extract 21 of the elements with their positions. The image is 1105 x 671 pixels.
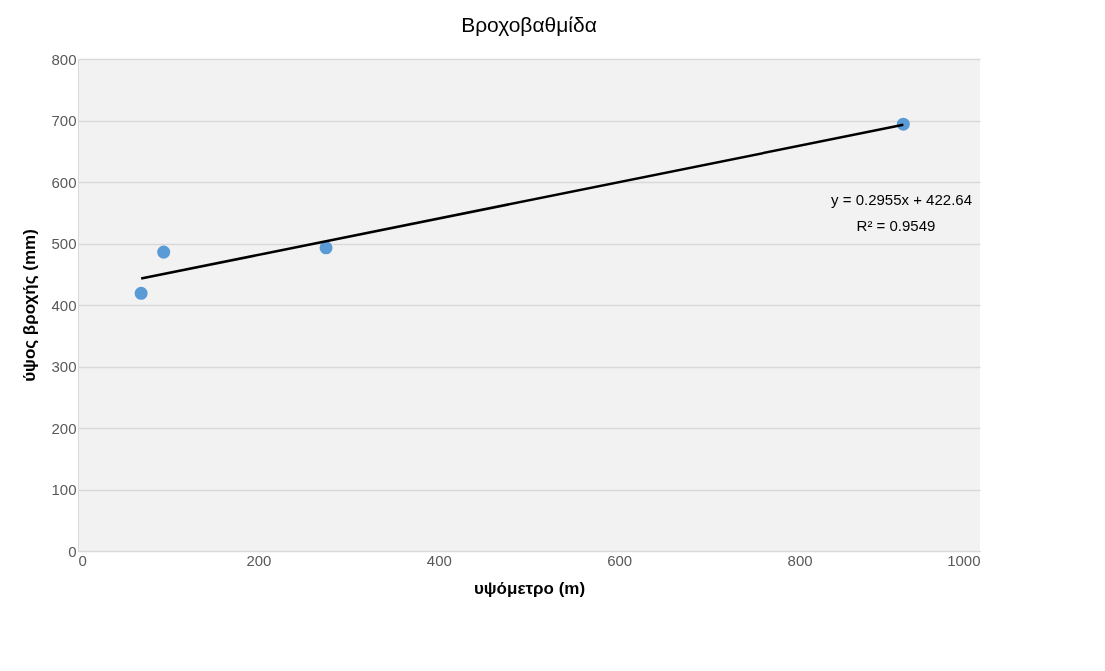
annotation: y = 0.2955x + 422.64	[831, 191, 972, 208]
x-tick-label: 1000	[947, 551, 981, 569]
point	[157, 245, 171, 259]
y-tick-label: 100	[51, 481, 77, 498]
x-tick-label: 800	[787, 551, 813, 569]
x-tick-label: 600	[607, 551, 633, 569]
y-tick-label: 500	[51, 235, 77, 252]
y-tick-label: 600	[51, 173, 77, 191]
x-axis-title: υψόμετρο (m)	[473, 578, 586, 598]
chart-title: Βροχοβαθμίδα	[461, 13, 597, 36]
point	[319, 241, 333, 255]
x-tick-label: 400	[426, 551, 452, 569]
y-tick-label: 700	[51, 112, 77, 129]
annotation: R² = 0.9549	[856, 217, 936, 234]
x-tick-label: 200	[246, 551, 272, 569]
y-tick-label: 400	[51, 296, 77, 314]
y-tick-label: 300	[51, 358, 77, 375]
y-axis-title: ύψος βροχής (mm)	[20, 229, 40, 382]
point	[134, 286, 148, 300]
y-tick-label: 800	[51, 50, 77, 68]
y-tick-label: 200	[51, 419, 77, 437]
